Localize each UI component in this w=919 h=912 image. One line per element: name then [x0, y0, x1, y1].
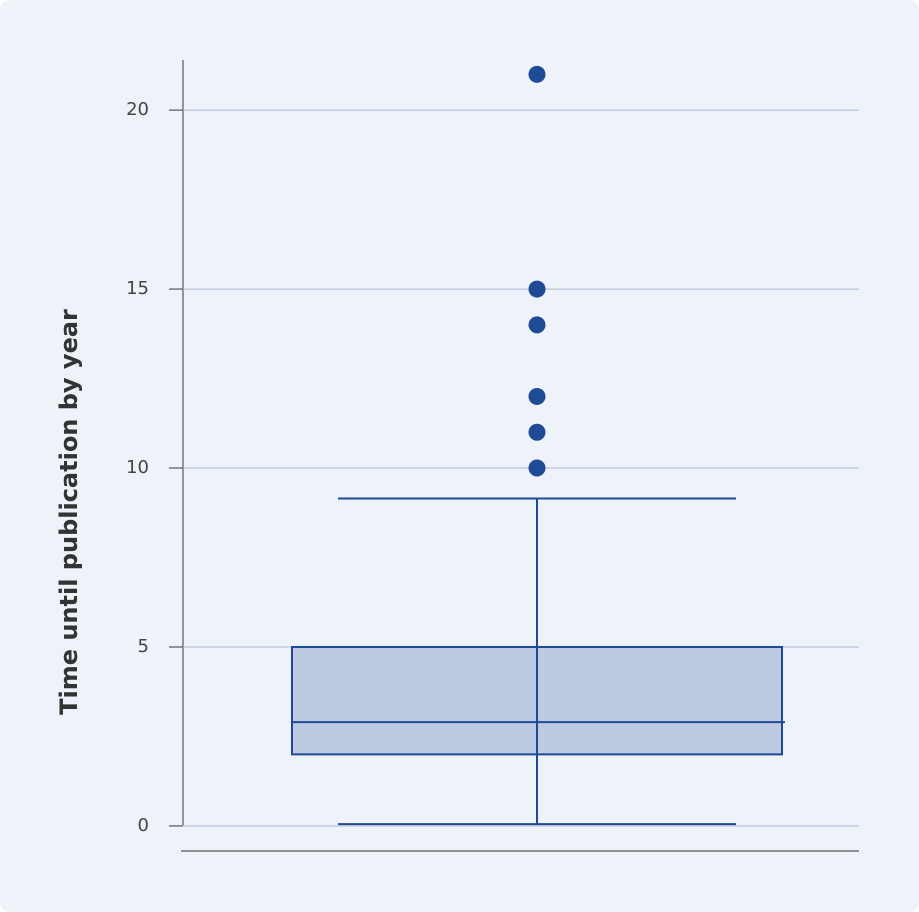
outlier [528, 316, 546, 334]
y-tick-label: 5 [138, 636, 149, 657]
y-tick-label: 15 [126, 278, 149, 299]
outlier [528, 387, 546, 405]
y-tick-label: 10 [126, 457, 149, 478]
y-tick-label: 20 [126, 99, 149, 120]
outlier [528, 423, 546, 441]
outlier [528, 65, 546, 83]
y-tick-label: 0 [138, 815, 149, 836]
outlier [528, 459, 546, 477]
y-axis-label: Time until publication by year [55, 309, 83, 715]
outlier [528, 280, 546, 298]
